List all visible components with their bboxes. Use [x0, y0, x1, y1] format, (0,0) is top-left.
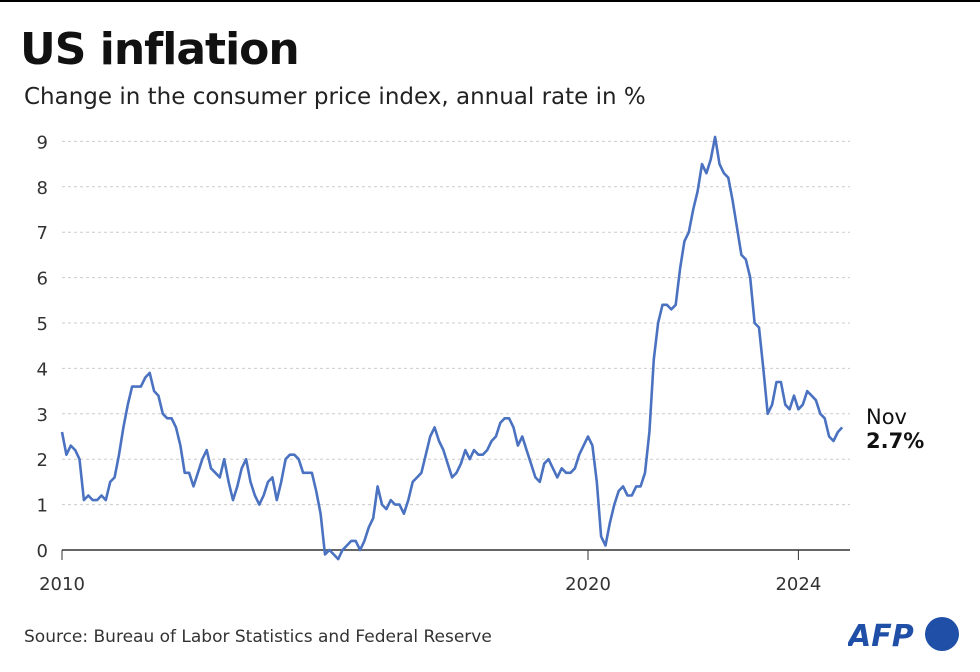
y-tick-label: 0	[37, 541, 48, 562]
x-tick-label: 2020	[565, 574, 611, 595]
y-tick-label: 2	[37, 450, 48, 471]
y-tick-label: 6	[37, 269, 48, 290]
series-line-cpi	[60, 135, 844, 561]
y-tick-label: 5	[37, 314, 48, 335]
chart-title: US inflation	[20, 24, 300, 75]
source-note: Source: Bureau of Labor Statistics and F…	[24, 627, 492, 647]
chart-subtitle: Change in the consumer price index, annu…	[24, 84, 646, 110]
y-tick-label: 7	[37, 223, 48, 244]
x-tick-label: 2024	[775, 574, 821, 595]
y-tick-label: 9	[37, 132, 48, 153]
y-tick-label: 1	[37, 496, 48, 517]
annotation-value: 2.7%	[866, 429, 924, 453]
x-tick-label: 2010	[39, 574, 85, 595]
y-tick-label: 8	[37, 178, 48, 199]
y-tick-label: 4	[37, 359, 48, 380]
afp-logo: AFP	[848, 617, 959, 654]
y-tick-label: 3	[37, 405, 48, 426]
annotation-month: Nov	[866, 405, 907, 429]
svg-text:AFP: AFP	[848, 619, 914, 654]
